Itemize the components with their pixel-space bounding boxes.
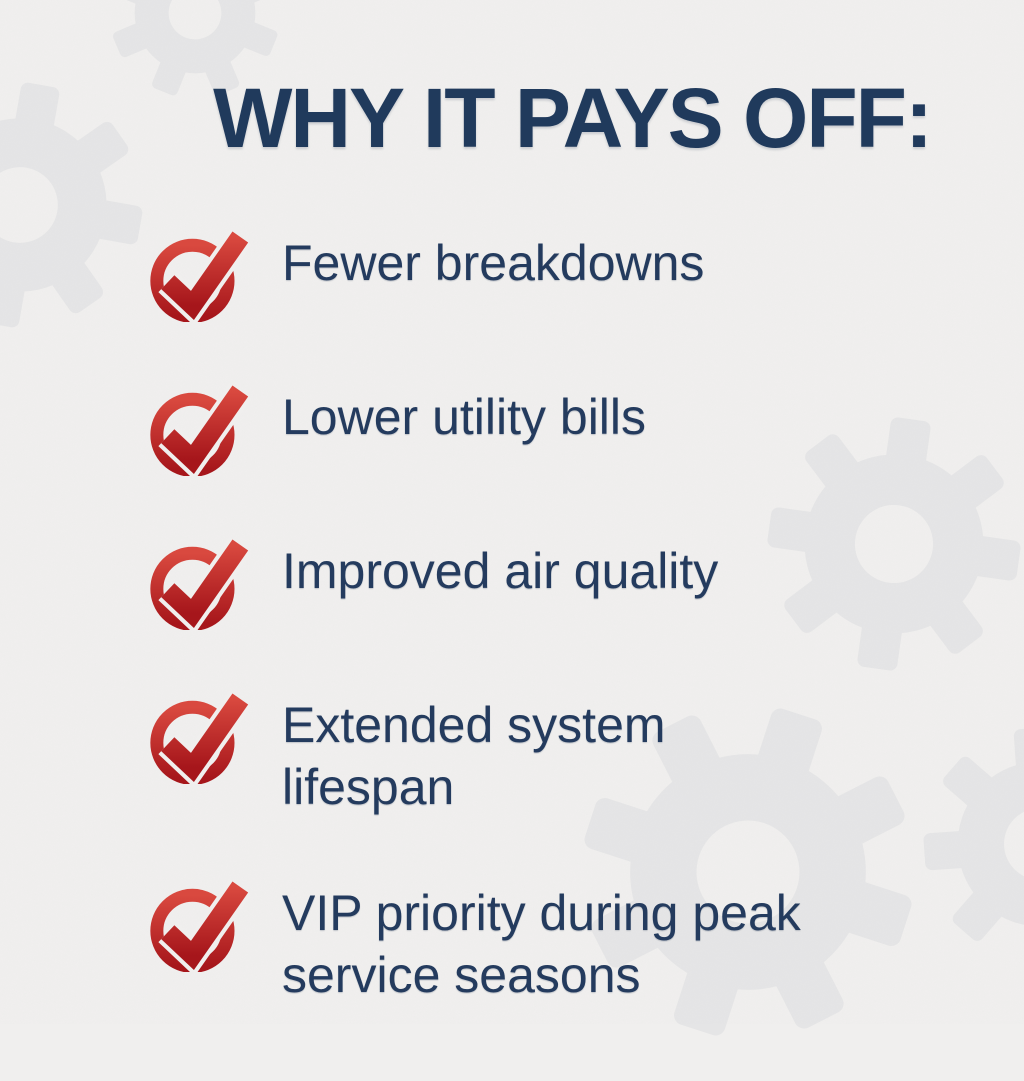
list-item: Lower utility bills [150,380,964,476]
list-item-label: VIP priority during peak service seasons [282,885,801,1003]
list-item-label: Improved air quality [282,543,719,599]
page-title: WHY IT PAYS OFF: [213,71,933,165]
list-item-label: Fewer breakdowns [282,235,705,291]
list-item: Fewer breakdowns [150,226,964,322]
list-item-label: Lower utility bills [282,389,647,445]
check-icon [150,380,254,476]
list-item-label: Extended system lifespan [282,697,666,815]
check-icon [150,226,254,322]
check-icon [150,534,254,630]
check-icon [150,688,254,784]
infographic: WHY IT PAYS OFF: Fewer breakdowns Lower … [0,71,964,1006]
benefit-list: Fewer breakdowns Lower utility bills Imp… [150,226,964,1006]
list-item: Improved air quality [150,534,964,630]
list-item: VIP priority during peak service seasons [150,876,964,1006]
list-item: Extended system lifespan [150,688,964,818]
check-icon [150,876,254,972]
